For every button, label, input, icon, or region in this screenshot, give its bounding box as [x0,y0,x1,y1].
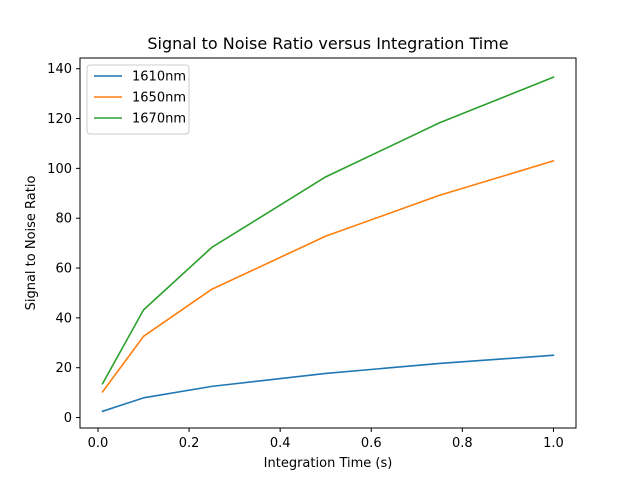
series-line-1670nm [101,76,555,385]
x-tick-label: 0.8 [452,436,473,451]
x-tick-label: 0.0 [88,436,109,451]
y-axis: 0 20 40 60 80 100 120 140 [47,62,80,426]
legend-box [86,64,190,135]
series-line-1650nm [101,159,555,393]
x-axis-label: Integration Time (s) [264,456,393,471]
series-lines [101,76,555,413]
y-tick-label: 140 [47,62,72,77]
x-tick-label: 1.0 [543,436,564,451]
legend-label: 1650nm [132,91,186,106]
y-tick-label: 80 [55,212,72,227]
y-tick-label: 100 [47,162,72,177]
y-tick-label: 120 [47,112,72,127]
series-line-1610nm [101,354,555,413]
y-tick-label: 40 [55,311,72,326]
chart-title: Signal to Noise Ratio versus Integration… [147,34,508,53]
plot-area-frame [79,57,577,429]
y-tick-label: 60 [55,262,72,277]
y-axis-label: Signal to Noise Ratio [24,176,39,311]
legend-label: 1610nm [132,70,186,85]
y-tick-label: 20 [55,361,72,376]
legend: 1610nm 1650nm 1670nm [86,64,190,135]
x-tick-label: 0.6 [361,436,382,451]
legend-label: 1670nm [132,112,186,127]
x-tick-label: 0.4 [270,436,291,451]
x-axis: 0.0 0.2 0.4 0.6 0.8 1.0 [88,428,564,451]
y-tick-label: 0 [64,411,72,426]
x-tick-label: 0.2 [179,436,200,451]
